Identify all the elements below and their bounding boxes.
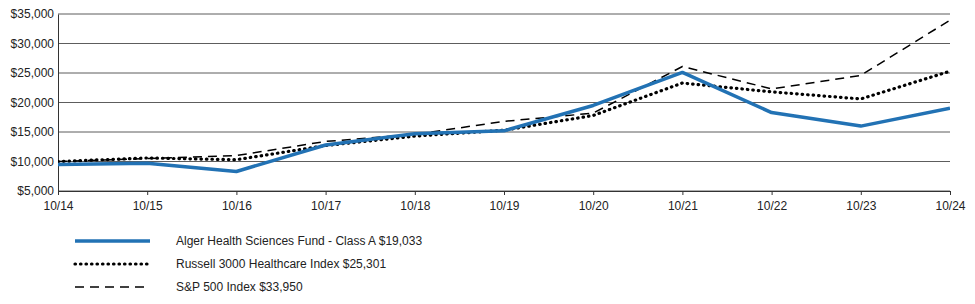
x-tick-mark [326,191,327,195]
series-line [58,72,950,171]
x-tick-mark [861,191,862,195]
legend: Alger Health Sciences Fund - Class A $19… [75,234,422,294]
x-tick-mark [593,191,594,195]
x-tick-mark [58,191,59,195]
legend-label: Alger Health Sciences Fund - Class A $19… [176,234,422,248]
x-tick: 10/16 [222,191,252,213]
y-tick-label: $35,000 [11,7,55,21]
x-tick-label: 10/19 [489,199,519,213]
x-tick-label: 10/14 [43,199,73,213]
legend-label: S&P 500 Index $33,950 [176,280,303,294]
y-tick: $10,000 [11,155,58,169]
x-axis-line [59,192,951,196]
x-tick: 10/15 [133,191,163,213]
grid-line [58,161,950,162]
x-tick-mark [504,191,505,195]
series-line [58,20,950,161]
y-tick-label: $10,000 [11,155,55,169]
x-tick-label: 10/18 [400,199,430,213]
grid-line [58,14,950,15]
y-tick: $20,000 [11,96,58,110]
lines [58,20,950,171]
legend-label: Russell 3000 Healthcare Index $25,301 [176,257,386,271]
x-tick-mark [772,191,773,195]
grid-line [58,73,950,74]
x-tick: 10/18 [400,191,430,213]
x-axis: 10/14 10/15 10/16 10/17 10/18 10/19 10/20 10/21… [43,191,965,213]
x-tick: 10/14 [43,191,73,213]
x-tick: 10/22 [757,191,787,213]
x-tick-label: 10/15 [133,199,163,213]
legend-swatch [75,286,150,288]
y-tick-label: $20,000 [11,96,55,110]
y-tick: $35,000 [11,7,58,21]
x-tick-label: 10/17 [311,199,341,213]
x-tick: 10/17 [311,191,341,213]
chart: $5,000 $10,000 $15,000 $20,000 $25,000 $30,00… [0,0,975,304]
series-line [58,71,950,161]
x-tick: 10/24 [935,191,965,213]
x-tick-label: 10/24 [935,199,965,213]
grid-line [58,102,950,103]
y-tick: $5,000 [17,184,58,198]
y-tick: $25,000 [11,66,58,80]
grid-line [58,43,950,44]
y-tick: $15,000 [11,125,58,139]
x-tick: 10/20 [579,191,609,213]
legend-swatch [75,239,150,243]
y-axis: $5,000 $10,000 $15,000 $20,000 $25,000 $30,00… [11,7,59,198]
x-tick-label: 10/23 [846,199,876,213]
x-tick-label: 10/22 [757,199,787,213]
y-tick: $30,000 [11,37,58,51]
y-tick-label: $30,000 [11,37,55,51]
x-tick-mark [682,191,683,195]
y-tick-label: $25,000 [11,66,55,80]
x-tick-label: 10/21 [668,199,698,213]
legend-swatch [75,262,150,265]
y-tick-label: $15,000 [11,125,55,139]
x-tick: 10/21 [668,191,698,213]
x-tick-mark [950,191,951,195]
x-tick-label: 10/20 [579,199,609,213]
grid [58,14,950,191]
x-tick-label: 10/16 [222,199,252,213]
x-tick-mark [236,191,237,195]
x-tick-mark [147,191,148,195]
x-tick: 10/19 [489,191,519,213]
y-tick-label: $5,000 [17,184,54,198]
x-tick: 10/23 [846,191,876,213]
x-tick-mark [415,191,416,195]
